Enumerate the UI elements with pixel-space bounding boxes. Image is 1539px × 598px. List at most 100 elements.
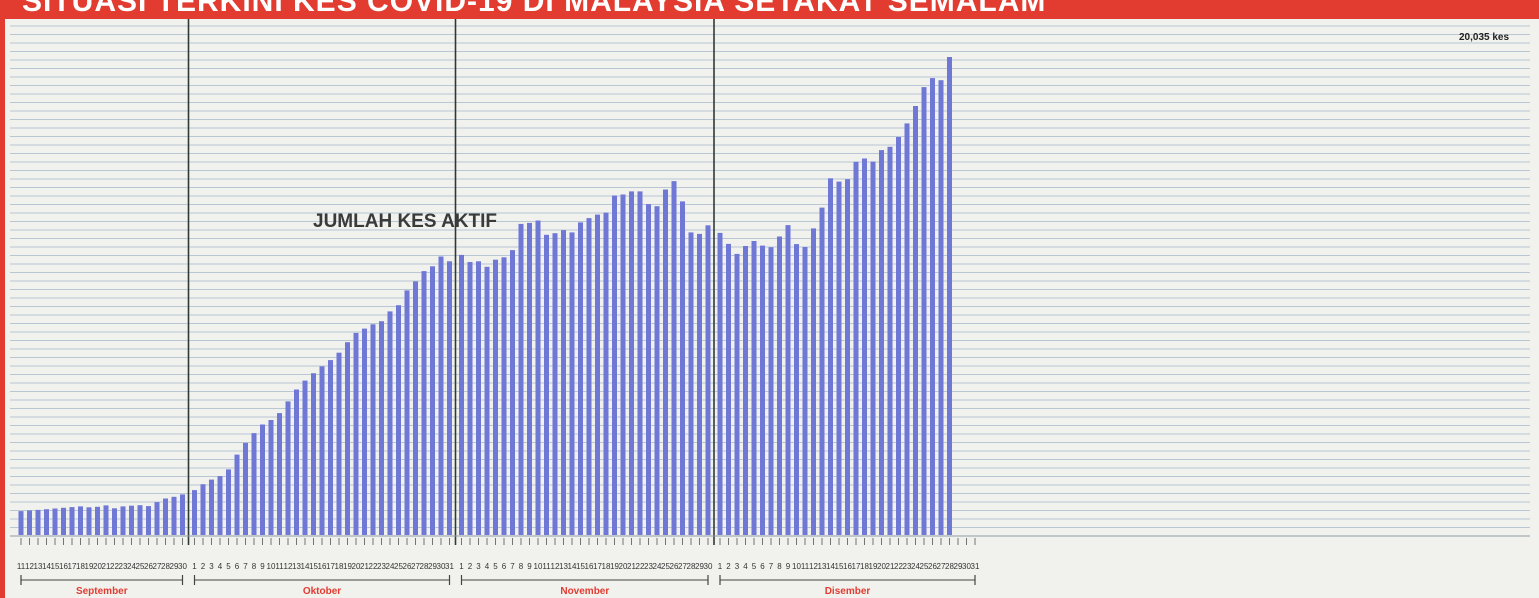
- bar: [345, 342, 350, 535]
- bar: [328, 360, 333, 535]
- bar: [61, 507, 66, 535]
- bar: [552, 233, 558, 535]
- day-label: 23: [644, 562, 653, 571]
- day-label: 1: [718, 562, 723, 571]
- day-label: 18: [335, 562, 344, 571]
- month-label: November: [560, 586, 609, 597]
- bar: [353, 332, 359, 535]
- day-label: 29: [954, 562, 963, 571]
- bar: [421, 271, 427, 535]
- bar: [260, 424, 265, 535]
- bar: [404, 290, 410, 535]
- day-label: 14: [568, 562, 577, 571]
- bar: [671, 181, 677, 535]
- bar: [717, 232, 723, 535]
- bar: [95, 506, 100, 535]
- day-label: 1: [459, 562, 464, 571]
- bar: [146, 506, 151, 535]
- day-label: 3: [209, 562, 214, 571]
- day-label: 18: [76, 562, 85, 571]
- day-label: 2: [468, 562, 473, 571]
- day-label: 12: [809, 562, 818, 571]
- bar: [387, 311, 393, 535]
- bar: [802, 247, 808, 535]
- bar: [544, 234, 549, 536]
- bar: [35, 509, 41, 535]
- bar: [69, 507, 75, 535]
- day-label: 15: [309, 562, 318, 571]
- bar: [311, 373, 316, 535]
- bar: [251, 433, 257, 535]
- bar: [751, 241, 757, 535]
- month-label: Oktober: [303, 586, 341, 597]
- bar: [243, 442, 248, 535]
- day-label: 20: [619, 562, 628, 571]
- bar: [768, 247, 774, 535]
- bar: [103, 505, 109, 535]
- bar: [697, 233, 702, 535]
- bar: [209, 479, 214, 535]
- day-label: 17: [852, 562, 861, 571]
- day-label: 2: [201, 562, 206, 571]
- bar: [362, 328, 367, 535]
- day-label: 10: [534, 562, 543, 571]
- bar: [586, 218, 592, 535]
- bar: [129, 505, 134, 535]
- bar: [171, 496, 177, 535]
- day-label: 6: [760, 562, 765, 571]
- day-label: 1: [192, 562, 197, 571]
- day-label: 5: [493, 562, 498, 571]
- bar: [438, 256, 444, 535]
- day-label: 25: [661, 562, 670, 571]
- bar: [430, 266, 435, 535]
- day-label: 30: [704, 562, 713, 571]
- peak-annotation: 20,035 kes: [1459, 32, 1509, 43]
- day-label: 29: [428, 562, 437, 571]
- day-label: 22: [636, 562, 645, 571]
- bar: [396, 305, 401, 535]
- day-label: 27: [411, 562, 420, 571]
- bar: [743, 246, 748, 535]
- day-label: 12: [551, 562, 560, 571]
- bar: [845, 179, 850, 535]
- day-label: 21: [360, 562, 369, 571]
- day-label: 19: [869, 562, 878, 571]
- day-label: 19: [343, 562, 352, 571]
- day-label: 17: [68, 562, 77, 571]
- day-label: 30: [178, 562, 187, 571]
- bar: [413, 281, 418, 535]
- day-label: 9: [786, 562, 791, 571]
- day-label: 23: [903, 562, 912, 571]
- day-label: 27: [937, 562, 946, 571]
- day-label: 19: [85, 562, 94, 571]
- day-label: 12: [25, 562, 34, 571]
- day-label: 8: [519, 562, 524, 571]
- bar: [561, 230, 566, 535]
- day-label: 21: [102, 562, 111, 571]
- bar: [78, 506, 83, 535]
- day-label: 12: [284, 562, 293, 571]
- bar: [319, 366, 325, 535]
- day-label: 23: [119, 562, 128, 571]
- bar: [226, 469, 231, 535]
- bar: [913, 106, 918, 535]
- day-label: 18: [860, 562, 869, 571]
- day-label: 4: [218, 562, 223, 571]
- bar: [904, 123, 910, 536]
- bar: [120, 506, 126, 535]
- bar: [612, 195, 617, 535]
- bar: [828, 178, 833, 536]
- bar: [785, 225, 791, 535]
- day-label: 13: [34, 562, 43, 571]
- day-label: 26: [928, 562, 937, 571]
- bar: [819, 207, 825, 535]
- day-label: 8: [777, 562, 782, 571]
- day-label: 25: [136, 562, 145, 571]
- bar: [501, 257, 507, 535]
- bar: [680, 201, 685, 535]
- bar: [476, 261, 481, 535]
- bar: [760, 245, 765, 535]
- bar: [921, 87, 927, 535]
- day-label: 28: [945, 562, 954, 571]
- x-axis: 11 12 13 14 15 16 17 18 19 20 21 22 23 24 25 26 27 28 29 30…: [10, 535, 1530, 597]
